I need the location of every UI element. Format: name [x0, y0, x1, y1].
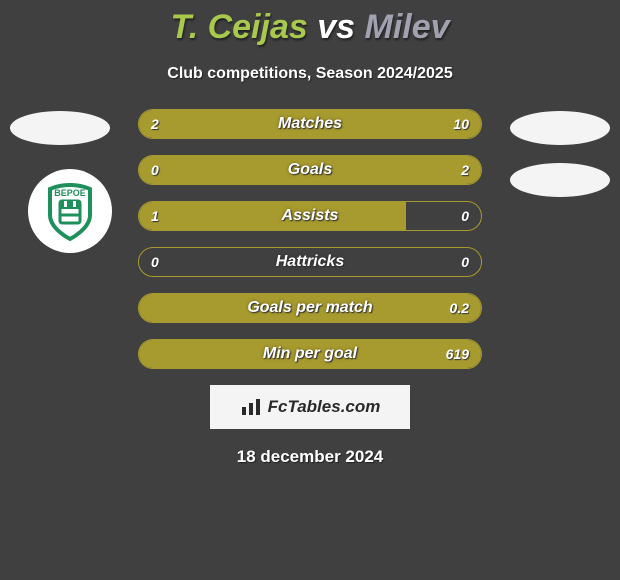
stat-label: Goals [139, 156, 481, 184]
watermark: FcTables.com [210, 385, 410, 429]
stat-value-right: 10 [453, 110, 469, 138]
stat-label: Min per goal [139, 340, 481, 368]
date-text: 18 december 2024 [0, 447, 620, 467]
stat-label: Matches [139, 110, 481, 138]
stat-value-right: 0.2 [450, 294, 469, 322]
left-club-badge-1 [10, 111, 110, 145]
stat-label: Hattricks [139, 248, 481, 276]
stat-label: Goals per match [139, 294, 481, 322]
stat-value-right: 2 [461, 156, 469, 184]
right-club-badge-2 [510, 163, 610, 197]
stat-label: Assists [139, 202, 481, 230]
crest-icon: BEPOE [38, 179, 102, 243]
stat-row: 0Goals2 [138, 155, 482, 185]
stat-row: 1Assists0 [138, 201, 482, 231]
stat-row: Goals per match0.2 [138, 293, 482, 323]
chart-area: BEPOE 2Matches100Goals21Assists00Hattric… [0, 109, 620, 369]
stat-row: 2Matches10 [138, 109, 482, 139]
watermark-text: FcTables.com [268, 397, 381, 417]
stat-value-right: 619 [446, 340, 469, 368]
stat-value-right: 0 [461, 202, 469, 230]
watermark-icon [240, 397, 264, 417]
svg-text:BEPOE: BEPOE [54, 188, 86, 198]
stat-row: Min per goal619 [138, 339, 482, 369]
stat-bars: 2Matches100Goals21Assists00Hattricks0Goa… [138, 109, 482, 369]
subtitle: Club competitions, Season 2024/2025 [0, 65, 620, 83]
right-club-badge-1 [510, 111, 610, 145]
stat-value-right: 0 [461, 248, 469, 276]
left-club-crest: BEPOE [28, 169, 112, 253]
comparison-title: T. Ceijas vs Milev [0, 0, 620, 47]
stat-row: 0Hattricks0 [138, 247, 482, 277]
